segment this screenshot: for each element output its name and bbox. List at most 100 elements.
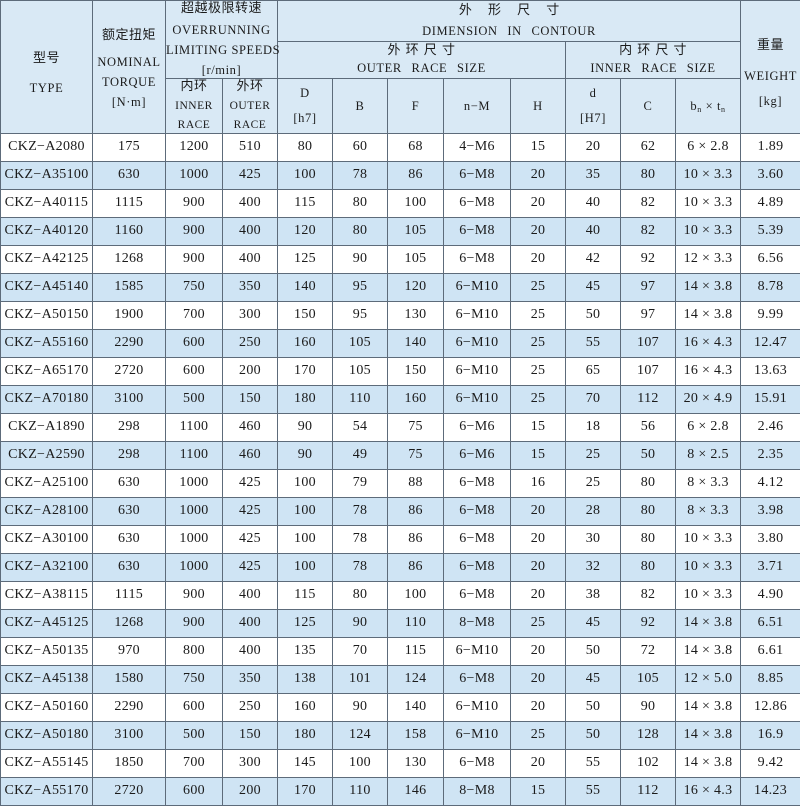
cell-B: 80 — [333, 581, 388, 609]
cell-weight: 4.90 — [741, 581, 800, 609]
cell-bn-tn: 14 × 3.8 — [676, 609, 741, 637]
cell-type: CKZ−A55170 — [1, 777, 93, 805]
cell-nominal-torque: 630 — [93, 525, 166, 553]
header-col-F-symbol: F — [388, 98, 443, 114]
cell-nominal-torque: 1580 — [93, 665, 166, 693]
cell-weight: 12.86 — [741, 693, 800, 721]
cell-d: 70 — [566, 385, 621, 413]
cell-D: 100 — [278, 161, 333, 189]
cell-d: 40 — [566, 189, 621, 217]
cell-D: 120 — [278, 217, 333, 245]
header-speed-en2: LIMITING SPEEDS — [166, 42, 277, 58]
cell-B: 70 — [333, 637, 388, 665]
cell-weight: 14.23 — [741, 777, 800, 805]
cell-C: 107 — [621, 357, 676, 385]
cell-speed-inner: 900 — [166, 189, 223, 217]
cell-n-M: 8−M8 — [444, 777, 511, 805]
header-col-F: F — [388, 78, 444, 133]
cell-n-M: 8−M8 — [444, 609, 511, 637]
header-col-d: d [H7] — [566, 78, 621, 133]
header-torque-en1: NOMINAL — [93, 54, 165, 70]
cell-D: 100 — [278, 469, 333, 497]
header-inner-size-en: INNER RACE SIZE — [566, 60, 740, 76]
header-col-bt-times: × — [706, 99, 714, 113]
cell-speed-outer: 400 — [223, 189, 278, 217]
cell-F: 86 — [388, 161, 444, 189]
cell-speed-outer: 300 — [223, 301, 278, 329]
cell-speed-outer: 510 — [223, 133, 278, 161]
cell-n-M: 6−M6 — [444, 441, 511, 469]
header-type-cn: 型号 — [1, 51, 92, 68]
header-col-D-symbol: D — [278, 85, 332, 101]
header-col-D: D [h7] — [278, 78, 333, 133]
cell-type: CKZ−A50135 — [1, 637, 93, 665]
cell-F: 160 — [388, 385, 444, 413]
cell-C: 105 — [621, 665, 676, 693]
cell-H: 20 — [511, 665, 566, 693]
cell-D: 80 — [278, 133, 333, 161]
cell-weight: 6.51 — [741, 609, 800, 637]
cell-speed-outer: 460 — [223, 441, 278, 469]
cell-B: 78 — [333, 497, 388, 525]
cell-C: 112 — [621, 777, 676, 805]
cell-type: CKZ−A40120 — [1, 217, 93, 245]
cell-d: 55 — [566, 749, 621, 777]
cell-speed-outer: 425 — [223, 497, 278, 525]
cell-F: 75 — [388, 413, 444, 441]
cell-C: 92 — [621, 609, 676, 637]
cell-B: 80 — [333, 189, 388, 217]
cell-B: 80 — [333, 217, 388, 245]
cell-type: CKZ−A55145 — [1, 749, 93, 777]
cell-C: 90 — [621, 693, 676, 721]
cell-bn-tn: 10 × 3.3 — [676, 217, 741, 245]
cell-D: 170 — [278, 777, 333, 805]
cell-H: 25 — [511, 721, 566, 749]
cell-H: 16 — [511, 469, 566, 497]
cell-speed-outer: 460 — [223, 413, 278, 441]
cell-H: 15 — [511, 441, 566, 469]
header-speed-group: 超越极限转速 OVERRUNNING LIMITING SPEEDS [r/mi… — [166, 1, 278, 79]
cell-d: 45 — [566, 665, 621, 693]
cell-nominal-torque: 1900 — [93, 301, 166, 329]
cell-H: 20 — [511, 497, 566, 525]
cell-D: 125 — [278, 609, 333, 637]
cell-n-M: 6−M8 — [444, 245, 511, 273]
cell-nominal-torque: 175 — [93, 133, 166, 161]
cell-F: 120 — [388, 273, 444, 301]
cell-C: 80 — [621, 161, 676, 189]
cell-bn-tn: 16 × 4.3 — [676, 357, 741, 385]
cell-speed-outer: 400 — [223, 245, 278, 273]
cell-bn-tn: 16 × 4.3 — [676, 777, 741, 805]
cell-F: 86 — [388, 553, 444, 581]
cell-F: 100 — [388, 581, 444, 609]
cell-type: CKZ−A2590 — [1, 441, 93, 469]
cell-D: 100 — [278, 497, 333, 525]
cell-D: 100 — [278, 525, 333, 553]
cell-speed-inner: 900 — [166, 217, 223, 245]
header-weight-cn: 重量 — [741, 38, 800, 55]
cell-B: 49 — [333, 441, 388, 469]
cell-bn-tn: 12 × 3.3 — [676, 245, 741, 273]
cell-nominal-torque: 298 — [93, 413, 166, 441]
cell-type: CKZ−A35100 — [1, 161, 93, 189]
cell-d: 65 — [566, 357, 621, 385]
cell-speed-outer: 425 — [223, 525, 278, 553]
header-speed-unit: [r/min] — [166, 62, 277, 78]
cell-weight: 3.60 — [741, 161, 800, 189]
cell-speed-outer: 300 — [223, 749, 278, 777]
cell-n-M: 6−M10 — [444, 637, 511, 665]
cell-nominal-torque: 1268 — [93, 245, 166, 273]
cell-C: 92 — [621, 245, 676, 273]
cell-C: 62 — [621, 133, 676, 161]
cell-speed-inner: 600 — [166, 693, 223, 721]
cell-D: 125 — [278, 245, 333, 273]
cell-n-M: 6−M8 — [444, 665, 511, 693]
cell-F: 86 — [388, 497, 444, 525]
cell-bn-tn: 14 × 3.8 — [676, 637, 741, 665]
header-col-bt-sub2: n — [721, 105, 726, 114]
cell-F: 140 — [388, 693, 444, 721]
